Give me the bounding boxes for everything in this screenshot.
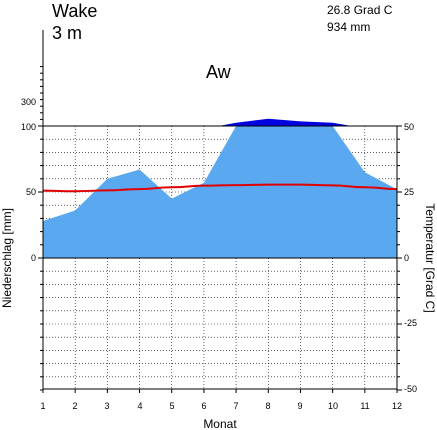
mean-temperature: 26.8 Grad C: [327, 3, 393, 17]
month-tick-label: 4: [137, 401, 142, 411]
station-elevation: 3 m: [52, 23, 82, 43]
month-tick-label: 7: [233, 401, 238, 411]
precipitation-area: [43, 126, 397, 258]
month-tick-label: 2: [72, 401, 77, 411]
station-name: Wake: [52, 1, 97, 21]
temp-tick-label: 0: [404, 253, 409, 263]
month-tick-label: 1: [40, 401, 45, 411]
y-axis-label-right: Temperatur [Grad C]: [423, 203, 437, 312]
precip-tick-label: 100: [21, 122, 36, 132]
month-tick-label: 11: [360, 401, 369, 411]
climate-class: Aw: [206, 62, 232, 82]
temperature-line: [42, 183, 398, 193]
month-tick-label: 12: [392, 401, 402, 411]
annual-precipitation: 934 mm: [327, 20, 370, 34]
axes-layer: [38, 30, 402, 393]
precip-tick-label: 300: [21, 97, 36, 107]
month-tick-label: 5: [169, 401, 174, 411]
month-tick-label: 9: [297, 401, 302, 411]
month-tick-label: 3: [104, 401, 109, 411]
temp-tick-label: -50: [404, 384, 417, 394]
humid-area: [218, 118, 352, 126]
temp-tick-label: 50: [404, 122, 414, 132]
temp-tick-label: -25: [404, 318, 417, 328]
month-tick-label: 10: [328, 401, 338, 411]
x-axis-label: Monat: [203, 417, 237, 430]
month-tick-label: 6: [201, 401, 206, 411]
precip-tick-label: 0: [31, 253, 36, 263]
y-axis-label-left: Niederschlag [mm]: [0, 208, 14, 308]
temp-tick-label: 25: [404, 187, 414, 197]
precipitation-layer: [42, 118, 398, 258]
month-tick-label: 8: [265, 401, 270, 411]
precip-tick-label: 50: [26, 187, 36, 197]
